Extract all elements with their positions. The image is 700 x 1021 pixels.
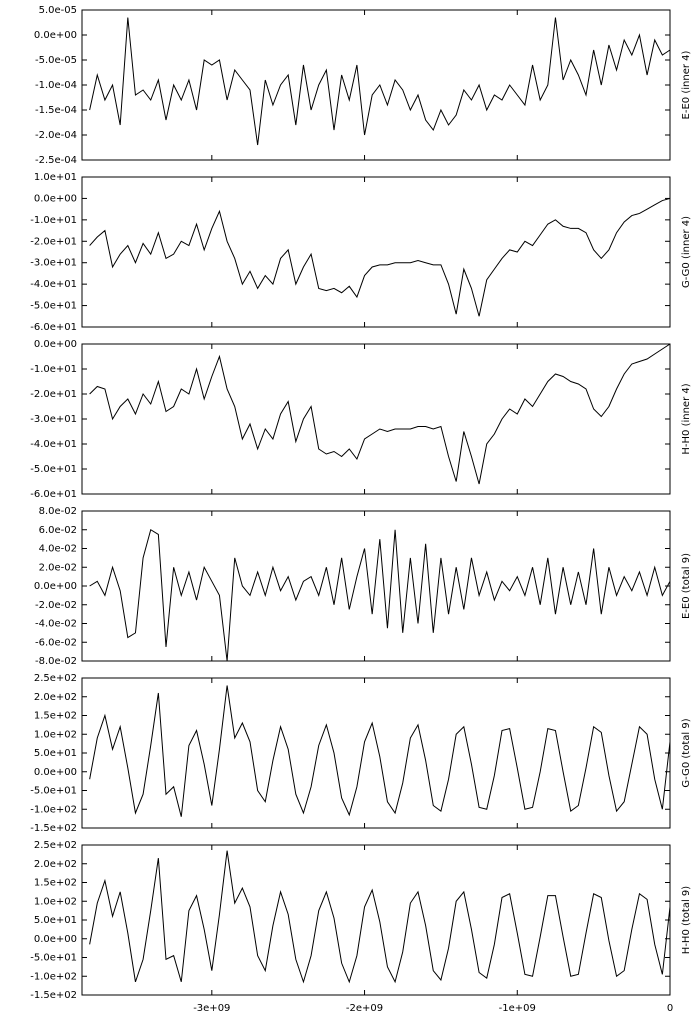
y-tick-label: 8.0e-02 — [39, 506, 77, 517]
y-tick-label: 6.0e-02 — [39, 525, 77, 536]
y-tick-label: -4.0e+01 — [30, 279, 77, 290]
y-tick-label: -4.0e+01 — [30, 439, 77, 450]
x-tick-label: 0 — [667, 1003, 673, 1014]
y-tick-label: -1.0e+02 — [30, 971, 77, 982]
y-tick-label: 5.0e-05 — [39, 5, 77, 16]
y-tick-label: -5.0e+01 — [30, 786, 77, 797]
data-line — [89, 197, 671, 317]
y-tick-label: 0.0e+00 — [34, 30, 77, 41]
plot-frame — [81, 844, 671, 996]
x-tick-label: -2e+09 — [346, 1003, 383, 1014]
y-tick-label: 0.0e+00 — [34, 339, 77, 350]
x-tick-label: -1e+09 — [499, 1003, 536, 1014]
y-tick-label: -2.0e-02 — [35, 600, 77, 611]
plot-frame — [81, 677, 671, 829]
y-tick-label: -8.0e-02 — [35, 656, 77, 667]
y-tick-label: 5.0e+01 — [34, 748, 77, 759]
y-tick-label: -1.5e-04 — [35, 105, 77, 116]
y-axis-label: G-G0 (inner 4) — [681, 216, 692, 288]
plot-frame — [81, 176, 671, 328]
y-axis-label: E-E0 (inner 4) — [681, 50, 692, 119]
y-tick-label: -1.0e-04 — [35, 80, 77, 91]
data-line — [89, 528, 671, 662]
y-tick-label: -6.0e+01 — [30, 489, 77, 500]
y-axis-label: E-E0 (total 9) — [681, 553, 692, 619]
y-tick-label: -2.0e-04 — [35, 130, 77, 141]
y-tick-label: 1.5e+02 — [34, 878, 77, 889]
y-tick-label: 2.5e+02 — [34, 840, 77, 851]
y-tick-label: 5.0e+01 — [34, 915, 77, 926]
y-tick-label: 1.0e+02 — [34, 896, 77, 907]
y-tick-label: -1.0e+01 — [30, 364, 77, 375]
y-tick-label: 2.0e-02 — [39, 562, 77, 573]
y-tick-label: -5.0e+01 — [30, 464, 77, 475]
plot-frame — [81, 343, 671, 495]
data-line — [89, 685, 671, 817]
y-tick-label: -4.0e-02 — [35, 619, 77, 630]
y-tick-label: -5.0e+01 — [30, 301, 77, 312]
y-tick-label: -1.5e+02 — [30, 823, 77, 834]
y-tick-label: -6.0e+01 — [30, 322, 77, 333]
y-tick-label: -2.5e-04 — [35, 155, 77, 166]
data-line — [89, 17, 671, 146]
y-tick-label: -2.0e+01 — [30, 236, 77, 247]
y-tick-label: 0.0e+00 — [34, 581, 77, 592]
y-tick-label: 2.5e+02 — [34, 673, 77, 684]
y-tick-label: -3.0e+01 — [30, 414, 77, 425]
y-tick-label: 0.0e+00 — [34, 934, 77, 945]
x-tick-label: -3e+09 — [193, 1003, 230, 1014]
data-line — [89, 343, 671, 485]
y-tick-label: -6.0e-02 — [35, 637, 77, 648]
y-tick-label: 0.0e+00 — [34, 193, 77, 204]
y-axis-label: H-H0 (inner 4) — [681, 383, 692, 454]
data-line — [89, 850, 671, 984]
y-tick-label: 4.0e-02 — [39, 544, 77, 555]
y-tick-label: 2.0e+02 — [34, 859, 77, 870]
y-tick-label: 1.0e+01 — [34, 172, 77, 183]
y-tick-label: 2.0e+02 — [34, 692, 77, 703]
y-axis-label: H-H0 (total 9) — [681, 886, 692, 954]
y-tick-label: -2.0e+01 — [30, 389, 77, 400]
y-tick-label: 0.0e+00 — [34, 767, 77, 778]
y-tick-label: -5.0e+01 — [30, 953, 77, 964]
y-tick-label: -1.5e+02 — [30, 990, 77, 1001]
y-axis-label: G-G0 (total 9) — [681, 718, 692, 787]
y-tick-label: -1.0e+01 — [30, 215, 77, 226]
y-tick-label: -3.0e+01 — [30, 258, 77, 269]
y-tick-label: 1.5e+02 — [34, 711, 77, 722]
y-tick-label: 1.0e+02 — [34, 729, 77, 740]
y-tick-label: -1.0e+02 — [30, 804, 77, 815]
y-tick-label: -5.0e-05 — [35, 55, 77, 66]
